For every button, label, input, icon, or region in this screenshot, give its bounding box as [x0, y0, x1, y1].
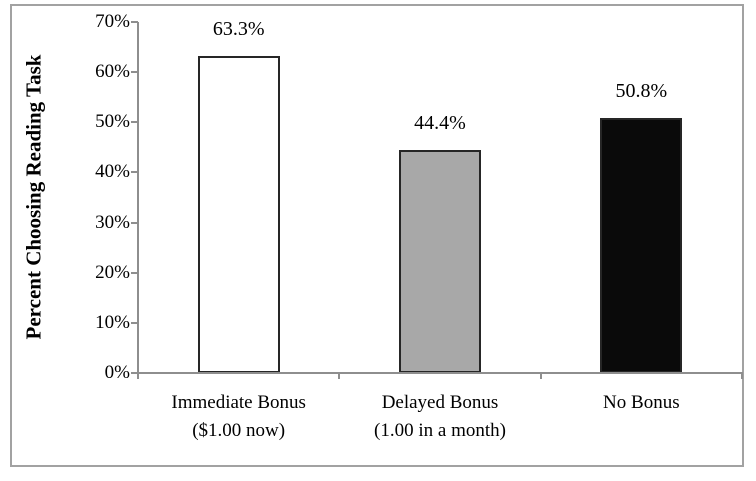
- x-category-label-line: Delayed Bonus: [381, 392, 499, 413]
- y-tick-mark: [131, 271, 138, 274]
- y-tick-mark: [131, 221, 138, 224]
- bar: [600, 118, 683, 373]
- x-category-label-line: (1.00 in a month): [374, 420, 506, 441]
- y-tick-label: 50%: [95, 111, 130, 133]
- x-category-label: Immediate Bonus ($1.00 now): [171, 389, 306, 445]
- x-category-label-line: Immediate Bonus: [171, 392, 306, 413]
- bar-value-label: 63.3%: [212, 17, 265, 40]
- y-axis-title: Percent Choosing Reading Task: [21, 54, 46, 340]
- x-tick-mark: [137, 373, 139, 379]
- y-tick-label: 70%: [95, 11, 130, 32]
- y-tick-mark: [131, 21, 138, 23]
- y-tick-label: 30%: [95, 211, 130, 233]
- chart-frame: [10, 4, 744, 467]
- bar-value-label: 44.4%: [414, 112, 466, 135]
- bar-value-label: 50.8%: [615, 80, 668, 103]
- bar: [197, 55, 280, 373]
- y-tick-label: 60%: [95, 61, 130, 83]
- x-category-label-line: ($1.00 now): [192, 420, 286, 441]
- y-tick-label: 10%: [95, 311, 130, 333]
- x-category-label-line: No Bonus: [603, 392, 680, 413]
- y-tick-mark: [131, 372, 138, 374]
- bar: [399, 150, 481, 373]
- x-axis-line: [137, 372, 743, 374]
- y-tick-mark: [131, 121, 138, 124]
- y-tick-label: 20%: [95, 261, 130, 283]
- y-tick-label: 0%: [104, 362, 130, 383]
- y-tick-label: 40%: [95, 161, 130, 183]
- y-tick-mark: [131, 71, 138, 74]
- x-tick-mark: [338, 373, 341, 379]
- x-category-label: No Bonus: [603, 389, 680, 417]
- x-tick-mark: [539, 373, 542, 379]
- y-tick-mark: [131, 321, 138, 324]
- y-tick-mark: [131, 171, 138, 174]
- x-tick-mark: [741, 373, 743, 379]
- y-axis-line: [137, 22, 139, 373]
- x-category-label: Delayed Bonus (1.00 in a month): [374, 389, 506, 445]
